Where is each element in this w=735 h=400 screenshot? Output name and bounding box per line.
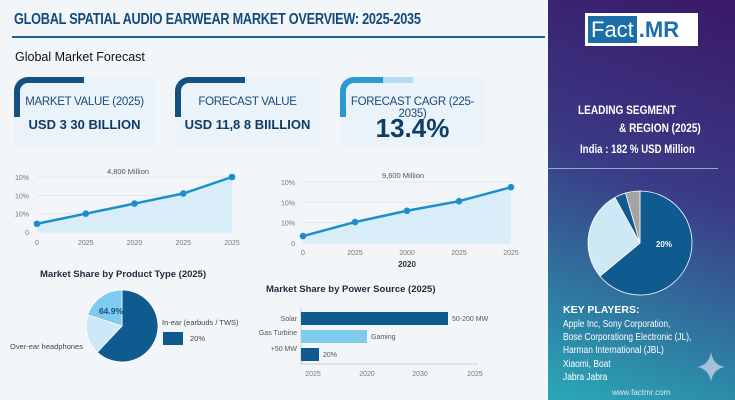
key-player: Apple Inc, Sony Corporation, [563,319,671,330]
pie-slice [599,190,693,296]
chart-title: Market Share by Product Type (2025) [40,269,206,280]
x-tick-label: 2025 [175,240,191,247]
chart-annotation: 9,600 Million [382,171,424,180]
segment-pie-canvas: 20% [587,190,693,296]
card-accent-light [383,77,413,83]
bar-category-label: Solar [281,316,298,323]
cagr-card: FORECAST CAGR (225-2035) 13.4% [340,77,485,147]
data-point [351,218,359,226]
sidebar-divider [548,168,718,169]
bar [301,348,319,361]
data-point [131,200,138,207]
website-link[interactable]: www.factmr.com [612,388,671,397]
x-tick-label: 2025 [467,371,483,378]
data-point [228,173,236,181]
bar [301,330,367,343]
pie-slice [587,196,641,277]
x-tick-label: 2020 [359,371,375,378]
y-tick-label: 10% [281,200,295,207]
card-label: FORECAST CAGR (225-2035) [350,96,475,120]
x-tick-label: 2020 [127,240,143,247]
y-tick-label: 10% [281,221,295,228]
forecast-value-card: FORECAST VALUE USD 11,8 8 BIILLION [175,77,320,147]
charts-canvas: 0 10% 10% 10% 0 2025 2020 2025 2025 4,800 Million… [10,167,519,378]
data-point [33,220,41,228]
x-tick-label: 0 [35,240,39,247]
chart-annotation: 4,800 Million [107,167,149,176]
chart-title: Market Share by Power Source (2025) [266,284,436,295]
segment-value: India : 182 % USD Million [580,144,695,156]
legend-label: In-ear (earbuds / TWS) [162,318,239,327]
x-tick-label: 2030 [412,371,428,378]
x-tick-label: 2000 [399,250,415,257]
card-accent [175,77,245,117]
pie-slice [624,190,641,244]
data-point [179,190,187,197]
slice-label: 20% [656,240,672,249]
x-tick-label: 2025 [347,250,363,257]
market-value-card: MARKET VALUE (2025) USD 3 30 BILLION [14,77,155,147]
pie-slice [87,289,123,327]
page-title: GLOBAL SPATIAL AUDIO EARWEAR MARKET OVER… [14,11,421,28]
card-accent [14,77,84,117]
card-value: 13.4% [375,113,450,143]
bar-category-label: +50 MW [271,346,298,353]
sparkle-icon [697,352,725,382]
pie-slice [85,314,123,353]
key-player: Bose Corporationg Electronic (JL), [563,332,692,344]
key-players-list: Apple Inc, Sony Corporation, Bose Corpor… [563,318,691,384]
key-player: Jabra Jabra [563,371,608,383]
legend-swatch [163,332,183,345]
x-tick-label: 2025 [224,240,240,247]
title-divider [12,36,545,38]
data-point [455,197,463,205]
y-tick-label: 10% [15,175,29,182]
segment-title-2: & REGION (2025) [619,121,701,135]
section-title: Global Market Forecast [15,50,145,64]
key-players-title: KEY PLAYERS: [563,304,640,316]
bar-data-label: Gaming [371,334,396,341]
data-point [507,183,515,191]
card-value: USD 3 30 BILLION [28,117,141,132]
bar-data-label: 20% [323,352,337,359]
x-tick-label: 2025 [305,371,321,378]
x-tick-label: 2025 [451,250,467,257]
x-tick-label: 2025 [78,240,94,247]
legend-value: 20% [190,334,205,343]
y-tick-label: 10% [15,193,29,200]
pie-slice [96,289,159,363]
slice-label: Over-ear headphones [10,342,83,351]
card-accent [340,77,410,117]
card-label: FORECAST VALUE [198,96,297,108]
x-axis-label: 2020 [398,260,416,269]
card-label: MARKET VALUE (2025) [25,96,144,108]
data-point [82,210,90,217]
factmr-logo: Fact .MR [585,13,698,46]
x-tick-label: 0 [301,250,305,257]
data-point [299,232,307,240]
x-tick-label: 2025 [503,250,519,257]
slice-label: 64.9% [99,306,124,316]
y-tick-label: 10% [281,180,295,187]
bar [301,312,448,325]
y-tick-label: 0 [291,241,295,248]
bar-data-label: 50-200 MW [452,316,489,323]
logo-mr: .MR [638,17,680,42]
bar-category-label: Gas Turbine [259,330,297,337]
key-player: Xiaomi, Boat [563,358,611,370]
segment-title-1: LEADING SEGMENT [578,103,677,117]
key-player: Harman International (JBL) [563,345,664,357]
y-tick-label: 10% [15,212,29,219]
y-tick-label: 0 [25,230,29,237]
data-point [403,207,411,215]
logo-fact: Fact [588,16,637,43]
card-value: USD 11,8 8 BIILLION [184,117,311,132]
